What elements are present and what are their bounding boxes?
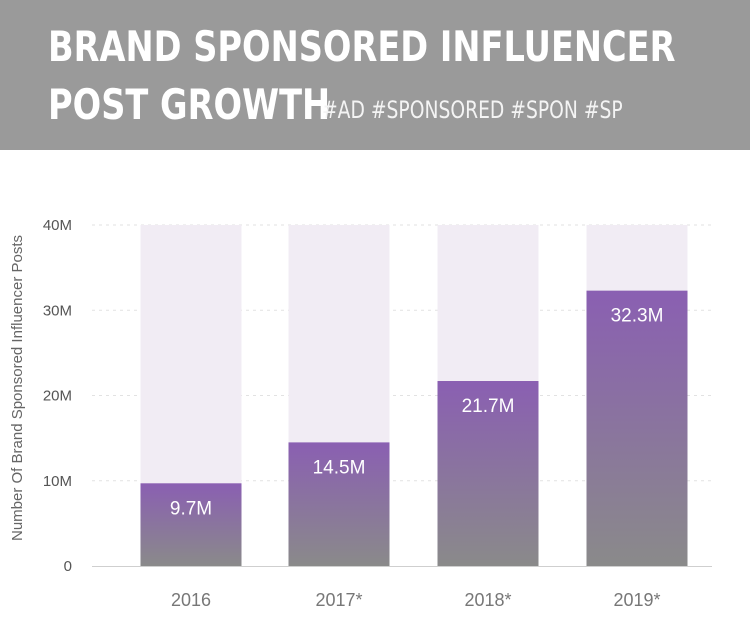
bar-2017-projected (288, 442, 390, 566)
y-axis-title: Number Of Brand Sponsored Influencer Pos… (9, 235, 26, 541)
bar-value-label: 14.5M (313, 457, 366, 478)
x-category-label: 2018* (464, 590, 511, 610)
gridlines (92, 224, 712, 567)
bar-value-label: 9.7M (170, 498, 212, 519)
chart-title-line-1: BRAND SPONSORED INFLUENCER (48, 22, 676, 71)
x-category-label: 2017* (315, 590, 362, 610)
bar-2018-projected (437, 381, 539, 566)
x-category-label: 2016 (171, 590, 211, 610)
bar-value-label: 21.7M (462, 396, 515, 417)
bar-2016 (140, 483, 242, 566)
y-tick-label: 0 (64, 558, 72, 575)
y-tick-label: 30M (43, 302, 72, 319)
value-labels: 9.7M 14.5M 21.7M 32.3M (170, 306, 664, 520)
chart-title-line-2: POST GROWTH (48, 80, 331, 129)
y-tick-label: 20M (43, 388, 72, 405)
x-category-label: 2019* (613, 590, 660, 610)
y-tick-label: 10M (43, 473, 72, 490)
y-axis-ticks: 0 10M 20M 30M 40M (43, 217, 72, 575)
bar-2019-projected (586, 290, 688, 566)
bars (140, 290, 688, 566)
x-axis-categories: 2016 2017* 2018* 2019* (171, 590, 661, 610)
bar-value-label: 32.3M (611, 306, 664, 327)
chart-header: BRAND SPONSORED INFLUENCER POST GROWTH #… (0, 0, 750, 150)
y-tick-label: 40M (43, 217, 72, 234)
chart-hashtags-subtitle: #AD #SPONSORED #SPON #SP (322, 96, 623, 124)
